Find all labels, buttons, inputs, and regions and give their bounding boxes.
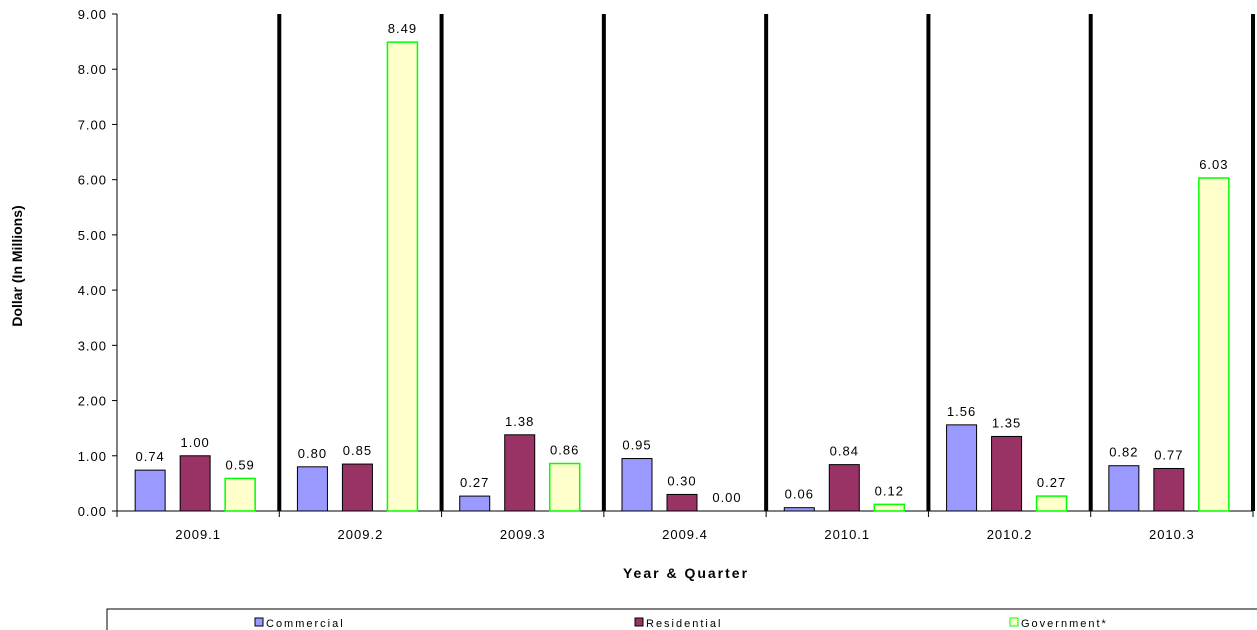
bar <box>873 503 906 512</box>
legend-swatch <box>254 617 264 627</box>
bar <box>1035 495 1068 512</box>
x-tick-label: 2010.3 <box>1149 527 1195 542</box>
data-labels: 0.74 0.80 0.27 0.95 0.06 1.56 0.82 1.00 0.85 1.38… <box>135 21 1228 505</box>
bar <box>296 466 328 512</box>
data-label: 0.30 <box>667 473 696 488</box>
bar <box>1198 177 1230 512</box>
data-label: 0.12 <box>875 483 904 498</box>
y-tick-label: 8.00 <box>78 62 107 77</box>
x-tick-label: 2009.2 <box>338 527 384 542</box>
data-label: 0.27 <box>1037 475 1066 490</box>
data-label: 0.80 <box>298 446 327 461</box>
legend-swatch <box>1009 617 1019 627</box>
y-tick-label: 6.00 <box>78 173 107 188</box>
bar <box>134 469 166 512</box>
x-tick-label: 2010.2 <box>987 527 1033 542</box>
y-tick-label: 0.00 <box>78 504 107 519</box>
bar <box>828 464 860 512</box>
data-label: 0.86 <box>550 443 579 458</box>
legend-label: Commercial <box>266 618 345 630</box>
data-label: 0.85 <box>343 443 372 458</box>
bar <box>783 507 815 512</box>
bar <box>621 458 653 512</box>
y-tick-label: 2.00 <box>78 394 107 409</box>
x-axis: 2009.1 2009.2 2009.3 2009.4 2010.1 2010.2 2010… <box>116 510 1254 542</box>
bars <box>134 41 1230 512</box>
legend-label: Residential <box>646 618 722 630</box>
data-label: 0.82 <box>1109 445 1138 460</box>
x-tick-label: 2009.3 <box>500 527 546 542</box>
data-label: 0.77 <box>1154 447 1183 462</box>
bar <box>386 41 419 512</box>
data-label: 8.49 <box>388 21 417 36</box>
y-tick-label: 4.00 <box>78 283 107 298</box>
data-label: 1.00 <box>180 435 209 450</box>
data-label: 0.59 <box>225 457 254 472</box>
bar <box>459 495 491 512</box>
bar <box>341 463 373 512</box>
legend-swatch <box>634 617 644 627</box>
data-label: 0.00 <box>712 490 741 505</box>
data-label: 1.56 <box>947 404 976 419</box>
bar <box>1153 467 1185 512</box>
x-tick-label: 2009.1 <box>175 527 221 542</box>
bar <box>1108 465 1140 512</box>
data-label: 0.84 <box>830 444 859 459</box>
legend-label: Government* <box>1021 618 1108 630</box>
data-label: 0.06 <box>785 487 814 502</box>
bar <box>224 477 256 512</box>
y-axis-title: Dollar (In Millions) <box>9 205 25 326</box>
y-tick-label: 7.00 <box>78 117 107 132</box>
bar <box>548 462 581 512</box>
x-tick-label: 2010.1 <box>824 527 870 542</box>
bar <box>946 424 978 512</box>
data-label: 6.03 <box>1199 157 1228 172</box>
y-axis: 0.00 1.00 2.00 3.00 4.00 5.00 6.00 7.00 8.00 9.00 <box>78 7 118 519</box>
legend-border <box>106 608 1257 630</box>
data-label: 1.35 <box>992 415 1021 430</box>
y-tick-label: 3.00 <box>78 338 107 353</box>
x-tick-label: 2009.4 <box>662 527 708 542</box>
data-label: 0.74 <box>135 449 164 464</box>
data-label: 1.38 <box>505 414 534 429</box>
y-tick-label: 9.00 <box>78 7 107 22</box>
x-axis-title: Year & Quarter <box>623 565 749 581</box>
bar <box>991 435 1023 512</box>
bar <box>666 493 698 512</box>
y-tick-label: 5.00 <box>78 228 107 243</box>
y-tick-label: 1.00 <box>78 449 107 464</box>
bar <box>179 455 211 512</box>
data-label: 0.95 <box>622 438 651 453</box>
data-label: 0.27 <box>460 475 489 490</box>
bar <box>504 434 536 512</box>
legend: Commercial Residential Government* <box>106 608 1257 630</box>
plot-area <box>277 14 1255 511</box>
